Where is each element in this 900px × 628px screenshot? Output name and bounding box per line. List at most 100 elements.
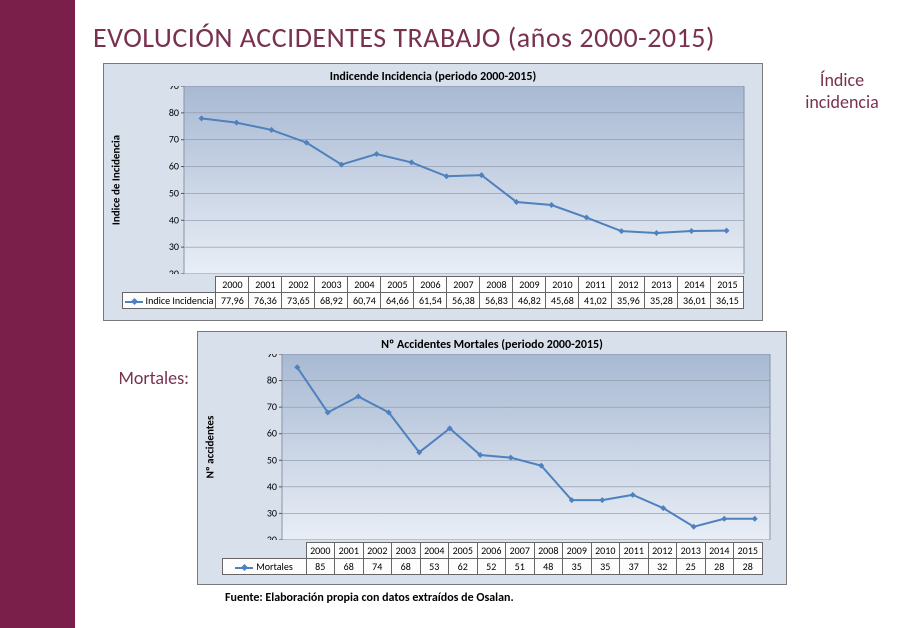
- svg-text:70: 70: [169, 133, 179, 146]
- chart-data-table: 2000200120022003200420052006200720082009…: [122, 276, 745, 309]
- legend-cell: Indice Incidencia: [122, 293, 216, 309]
- value-cell: 28: [705, 559, 734, 575]
- value-cell: 36,01: [678, 293, 711, 309]
- value-cell: 48: [534, 559, 563, 575]
- year-cell: 2000: [216, 277, 249, 293]
- chart-mortales: Nº Accidentes Mortales (periodo 2000-201…: [197, 331, 787, 585]
- year-cell: 2012: [648, 543, 677, 559]
- value-cell: 41,02: [579, 293, 612, 309]
- year-cell: 2001: [335, 543, 364, 559]
- year-cell: 2014: [678, 277, 711, 293]
- year-cell: 2004: [420, 543, 449, 559]
- svg-text:50: 50: [169, 186, 179, 199]
- value-cell: 45,68: [546, 293, 579, 309]
- page-title: EVOLUCIÓN ACCIDENTES TRABAJO (años 2000-…: [93, 20, 897, 55]
- value-cell: 35: [563, 559, 592, 575]
- value-cell: 77,96: [216, 293, 249, 309]
- year-cell: 2006: [414, 277, 447, 293]
- label-mortales: Mortales:: [85, 367, 189, 389]
- svg-text:70: 70: [267, 400, 277, 413]
- value-cell: 68: [392, 559, 421, 575]
- chart-title: Nº Accidentes Mortales (periodo 2000-201…: [198, 332, 786, 354]
- svg-text:20: 20: [169, 267, 179, 274]
- year-cell: 2008: [534, 543, 563, 559]
- row-chart2: Mortales: Nº Accidentes Mortales (period…: [85, 327, 897, 591]
- value-cell: 53: [420, 559, 449, 575]
- svg-text:30: 30: [267, 506, 277, 519]
- chart-incidencia: Indicende Incidencia (periodo 2000-2015)…: [103, 63, 763, 321]
- year-cell: 2006: [477, 543, 506, 559]
- value-cell: 56,83: [480, 293, 513, 309]
- year-cell: 2011: [579, 277, 612, 293]
- svg-text:40: 40: [169, 213, 179, 226]
- label-indice-incidencia: Índice incidencia: [787, 69, 897, 113]
- value-cell: 52: [477, 559, 506, 575]
- year-cell: 2014: [705, 543, 734, 559]
- year-cell: 2008: [480, 277, 513, 293]
- year-cell: 2001: [249, 277, 282, 293]
- legend-swatch: [125, 301, 143, 303]
- value-cell: 46,82: [513, 293, 546, 309]
- value-cell: 85: [306, 559, 335, 575]
- chart-title: Indicende Incidencia (periodo 2000-2015): [104, 64, 762, 86]
- year-cell: 2010: [591, 543, 620, 559]
- svg-text:80: 80: [169, 106, 179, 119]
- value-cell: 62: [449, 559, 478, 575]
- svg-text:30: 30: [169, 240, 179, 253]
- value-cell: 51: [506, 559, 535, 575]
- year-cell: 2015: [734, 543, 763, 559]
- main-content: EVOLUCIÓN ACCIDENTES TRABAJO (años 2000-…: [75, 0, 900, 628]
- year-cell: 2003: [392, 543, 421, 559]
- svg-text:50: 50: [267, 453, 277, 466]
- year-cell: 2015: [711, 277, 744, 293]
- year-cell: 2005: [381, 277, 414, 293]
- year-cell: 2011: [620, 543, 649, 559]
- svg-text:90: 90: [267, 354, 277, 360]
- chart-data-table: 2000200120022003200420052006200720082009…: [222, 542, 763, 575]
- value-cell: 35: [591, 559, 620, 575]
- y-axis-label: Nº accidentes: [204, 416, 217, 479]
- year-cell: 2003: [315, 277, 348, 293]
- value-cell: 68: [335, 559, 364, 575]
- year-cell: 2004: [348, 277, 381, 293]
- year-cell: 2000: [306, 543, 335, 559]
- value-cell: 73,65: [282, 293, 315, 309]
- year-cell: 2007: [447, 277, 480, 293]
- svg-text:20: 20: [267, 533, 277, 540]
- year-cell: 2002: [363, 543, 392, 559]
- value-cell: 35,28: [645, 293, 678, 309]
- value-cell: 25: [677, 559, 706, 575]
- value-cell: 76,36: [249, 293, 282, 309]
- legend-swatch: [235, 567, 253, 569]
- year-cell: 2009: [513, 277, 546, 293]
- y-axis-label: Indice de Incidencia: [110, 135, 123, 225]
- svg-text:60: 60: [267, 427, 277, 440]
- value-cell: 56,38: [447, 293, 480, 309]
- value-cell: 68,92: [315, 293, 348, 309]
- year-cell: 2010: [546, 277, 579, 293]
- value-cell: 35,96: [612, 293, 645, 309]
- year-cell: 2012: [612, 277, 645, 293]
- value-cell: 60,74: [348, 293, 381, 309]
- value-cell: 37: [620, 559, 649, 575]
- value-cell: 74: [363, 559, 392, 575]
- year-cell: 2013: [677, 543, 706, 559]
- svg-text:80: 80: [267, 374, 277, 387]
- row-chart1: Indicende Incidencia (periodo 2000-2015)…: [85, 59, 897, 327]
- value-cell: 32: [648, 559, 677, 575]
- year-cell: 2009: [563, 543, 592, 559]
- value-cell: 64,66: [381, 293, 414, 309]
- source-text: Fuente: Elaboración propia con datos ext…: [225, 591, 897, 605]
- legend-cell: Mortales: [222, 559, 306, 575]
- year-cell: 2007: [506, 543, 535, 559]
- svg-text:40: 40: [267, 480, 277, 493]
- year-cell: 2013: [645, 277, 678, 293]
- value-cell: 28: [734, 559, 763, 575]
- value-cell: 61,54: [414, 293, 447, 309]
- svg-text:60: 60: [169, 160, 179, 173]
- decorative-sidebar: [0, 0, 75, 628]
- year-cell: 2002: [282, 277, 315, 293]
- value-cell: 36,15: [711, 293, 744, 309]
- svg-text:90: 90: [169, 86, 179, 92]
- year-cell: 2005: [449, 543, 478, 559]
